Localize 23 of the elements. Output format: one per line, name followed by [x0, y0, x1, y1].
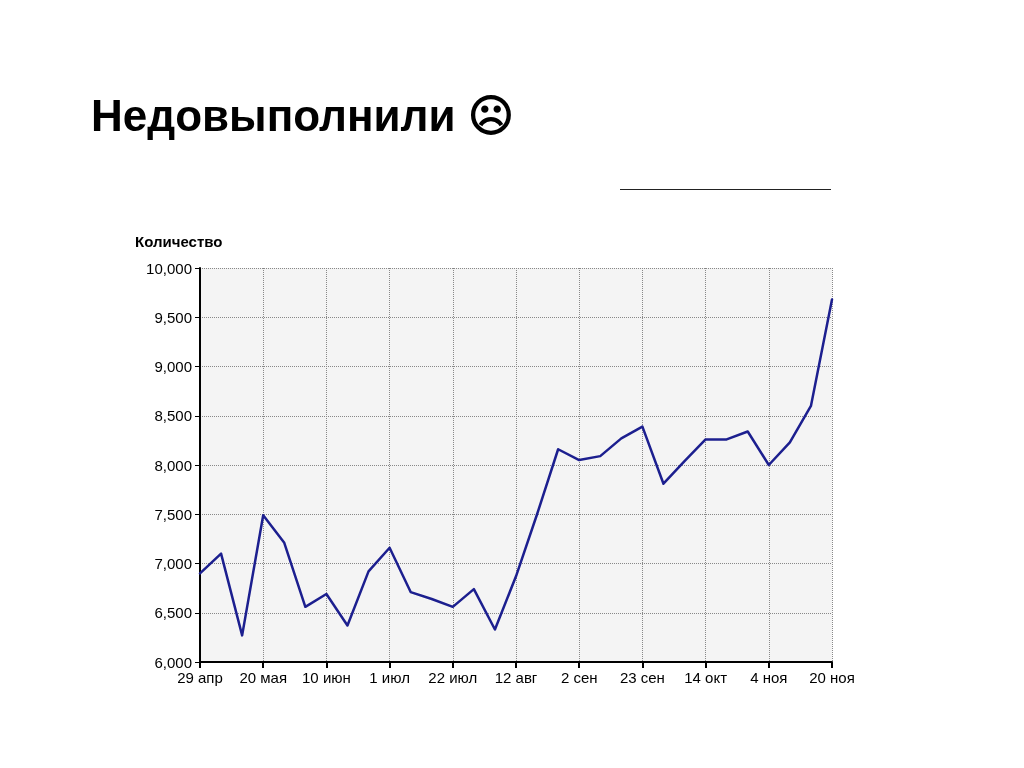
y-tick-label: 8,500: [154, 407, 192, 425]
x-tick-label: 14 окт: [684, 669, 728, 686]
y-axis-title: Количество: [135, 233, 223, 250]
x-tick-label: 29 апр: [177, 669, 223, 686]
x-tick-label: 4 ноя: [750, 669, 788, 686]
y-tick-label: 7,000: [154, 555, 192, 572]
x-tick-label: 20 ноя: [809, 669, 855, 686]
x-tick-label: 12 авг: [494, 669, 538, 686]
line-series: [198, 298, 834, 637]
x-tick-label: 22 июл: [428, 669, 478, 686]
x-tick-label: 23 сен: [619, 669, 665, 686]
y-tick-label: 7,500: [154, 505, 192, 523]
y-tick-label: 6,000: [154, 653, 192, 671]
x-tick-label: 1 июл: [369, 669, 410, 686]
y-tick-label: 8,000: [154, 456, 192, 474]
y-tick-label: 9,000: [154, 358, 192, 375]
chart-title: Недовыполнили ☹: [91, 90, 514, 140]
y-tick-label: 9,500: [154, 308, 192, 326]
x-tick-label: 20 мая: [239, 669, 288, 686]
x-tick-label: 2 сен: [560, 669, 598, 686]
x-tick-label: 10 июн: [302, 669, 351, 686]
y-tick-label: 6,500: [154, 604, 192, 622]
y-tick-label: 10,000: [146, 259, 192, 277]
